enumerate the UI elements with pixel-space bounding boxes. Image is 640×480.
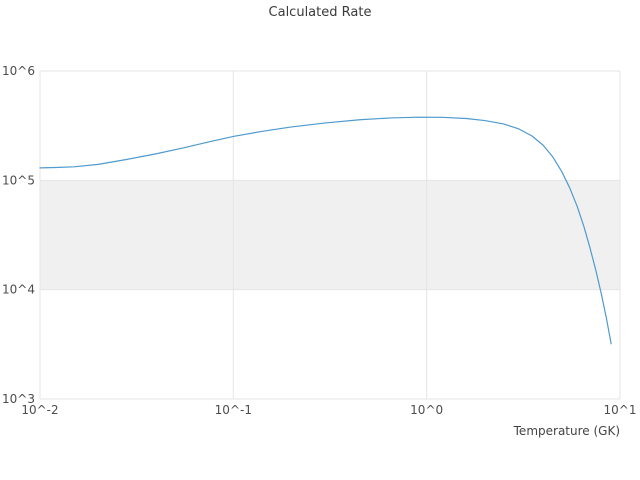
shaded-band — [40, 180, 620, 290]
x-tick-label: 10^-1 — [215, 403, 252, 417]
chart-title: Calculated Rate — [269, 5, 372, 20]
x-tick-label: 10^0 — [410, 403, 443, 417]
y-tick-label: 10^6 — [2, 64, 35, 78]
y-tick-label: 10^5 — [2, 173, 35, 187]
y-tick-label: 10^3 — [2, 392, 35, 406]
x-tick-label: 10^-2 — [21, 403, 58, 417]
y-tick-label: 10^4 — [2, 283, 35, 297]
x-axis-label: Temperature (GK) — [513, 424, 620, 438]
plot-area: 10^-2 10^-1 10^0 10^1 10^3 10^4 10^5 10^6 — [2, 64, 636, 417]
x-tick-label: 10^1 — [604, 403, 637, 417]
rate-line — [39, 116, 612, 345]
